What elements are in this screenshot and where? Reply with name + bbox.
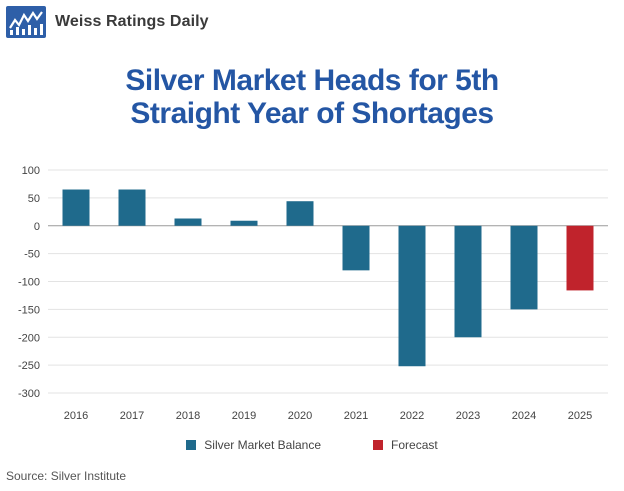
x-tick-label: 2022 [400,410,424,422]
bar-chart: 100 50 0 -50 -100 -150 -200 -250 -300 2016 2017 201… [18,165,608,422]
chart-title-line-2: Straight Year of Shortages [130,97,494,130]
chart-title-line-1: Silver Market Heads for 5th [125,64,499,97]
chart-legend: Silver Market Balance Forecast [0,438,624,452]
x-tick-label: 2018 [176,410,200,422]
source-note: Source: Silver Institute [6,469,127,483]
brand-header: Weiss Ratings Daily [6,6,209,38]
bar-balance-2019 [230,220,258,226]
bar-balance-2024 [510,225,538,310]
bar-balance-2023 [454,225,482,338]
bar-balance-2018 [174,218,202,226]
bar-balance-2021 [342,225,370,271]
legend-item-forecast: Forecast [373,438,438,452]
weiss-bar-chart-logo-icon [6,6,46,38]
x-tick-label: 2025 [568,410,592,422]
y-tick-label: 50 [28,193,40,205]
x-tick-label: 2019 [232,410,256,422]
bar-balance-2017 [118,189,146,226]
bar-balance-2016 [62,189,90,226]
legend-swatch-silver-market-balance [186,440,197,450]
bar-balance-2022 [398,225,426,367]
y-tick-label: 100 [22,165,40,177]
legend-item-silver-market-balance: Silver Market Balance [186,438,321,452]
x-tick-label: 2017 [120,410,144,422]
x-tick-label: 2016 [64,410,88,422]
legend-label-silver-market-balance: Silver Market Balance [204,438,322,452]
bar-balance-2020 [286,201,314,226]
legend-swatch-forecast [373,440,384,450]
x-tick-label: 2024 [512,410,536,422]
y-tick-label: -150 [18,304,40,316]
x-tick-label: 2020 [288,410,312,422]
x-tick-label: 2021 [344,410,368,422]
brand-name: Weiss Ratings Daily [55,13,209,30]
y-tick-label: -200 [18,332,40,344]
chart-title: Silver Market Heads for 5th Straight Yea… [0,64,624,130]
y-tick-label: -300 [18,388,40,400]
y-tick-label: -100 [18,277,40,289]
legend-label-forecast: Forecast [391,438,438,452]
y-tick-label: 0 [34,221,40,233]
bar-forecast-2025 [566,225,594,291]
y-tick-label: -250 [18,360,40,372]
y-tick-label: -50 [24,249,40,261]
x-tick-label: 2023 [456,410,480,422]
